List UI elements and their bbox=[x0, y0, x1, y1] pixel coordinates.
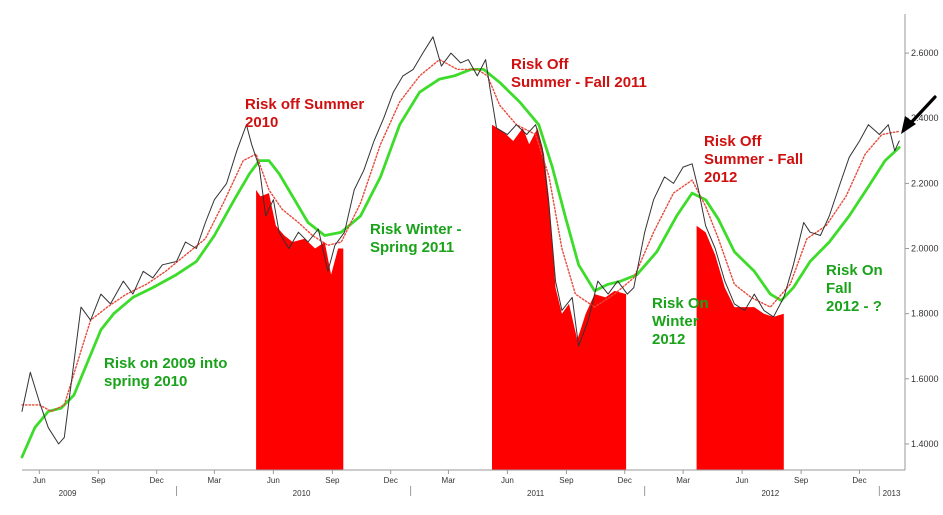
year-label: 2011 bbox=[527, 489, 545, 498]
x-tick-label: Mar bbox=[442, 476, 456, 485]
x-tick-label: Dec bbox=[384, 476, 398, 485]
annotation-line: Fall bbox=[826, 280, 852, 297]
year-label: 2009 bbox=[59, 489, 77, 498]
arrow-head bbox=[901, 116, 916, 134]
x-tick-label: Sep bbox=[91, 476, 106, 485]
y-tick-label: 1.4000 bbox=[911, 439, 939, 449]
annotation-risk-on-4: Risk on 2009 into spring 2010 bbox=[104, 355, 227, 390]
annotation-risk-on-6: Risk On Winter 2012 bbox=[652, 295, 709, 348]
annotation-risk-off-3: Risk Off Summer - Fall 2012 bbox=[704, 133, 803, 186]
series-lines bbox=[20, 36, 901, 459]
annotation-line: Risk off Summer bbox=[245, 96, 364, 113]
annotation-line: Risk Winter - bbox=[370, 221, 462, 238]
annotation-line: Spring 2011 bbox=[370, 239, 454, 256]
x-tick-label: Jun bbox=[501, 476, 514, 485]
series-line-price bbox=[21, 36, 900, 445]
x-tick-label: Jun bbox=[267, 476, 280, 485]
risk-off-regions bbox=[256, 124, 784, 470]
arrow-marker bbox=[901, 95, 937, 134]
annotation-line: Risk Off bbox=[511, 56, 570, 73]
x-tick-label: Jun bbox=[33, 476, 46, 485]
year-label: 2010 bbox=[293, 489, 311, 498]
y-tick-label: 1.8000 bbox=[911, 309, 939, 319]
annotation-line: Summer - Fall 2011 bbox=[511, 74, 647, 91]
x-tick-label: Dec bbox=[852, 476, 866, 485]
annotation-risk-off-1: Risk off Summer 2010 bbox=[245, 96, 364, 131]
annotation-risk-on-5: Risk Winter -Spring 2011 bbox=[370, 221, 462, 256]
x-tick-label: Sep bbox=[325, 476, 340, 485]
annotation-risk-on-7: Risk On Fall 2012 - ? bbox=[826, 262, 883, 315]
y-tick-label: 2.2000 bbox=[911, 178, 939, 188]
annotation-risk-off-2: Risk Off Summer - Fall 2011 bbox=[511, 56, 647, 91]
x-tick-label: Sep bbox=[559, 476, 574, 485]
y-tick-label: 1.6000 bbox=[911, 374, 939, 384]
annotation-line: Winter bbox=[652, 313, 699, 330]
annotation-line: 2012 bbox=[652, 331, 685, 348]
risk-off-region-1 bbox=[256, 189, 344, 470]
annotation-line: Summer - Fall bbox=[704, 151, 803, 168]
risk-off-region-3 bbox=[696, 225, 784, 470]
year-label: 2013 bbox=[883, 489, 901, 498]
annotation-line: 2012 bbox=[704, 169, 737, 186]
arrow-shaft bbox=[906, 95, 937, 128]
x-tick-label: Jun bbox=[736, 476, 749, 485]
y-tick-label: 2.0000 bbox=[911, 244, 939, 254]
annotation-line: spring 2010 bbox=[104, 373, 187, 390]
annotation-line: Risk Off bbox=[704, 133, 763, 150]
annotation-line: 2012 - ? bbox=[826, 298, 882, 315]
year-label: 2012 bbox=[761, 489, 779, 498]
y-tick-label: 2.4000 bbox=[911, 113, 939, 123]
axes: 1.4000 1.6000 1.8000 2.0000 2.2000 2.4000 2.60… bbox=[22, 14, 939, 498]
annotation-line: Risk on 2009 into bbox=[104, 355, 227, 372]
x-tick-label: Mar bbox=[676, 476, 690, 485]
x-tick-label: Sep bbox=[794, 476, 809, 485]
annotation-line: 2010 bbox=[245, 114, 278, 131]
x-tick-label: Dec bbox=[618, 476, 632, 485]
x-tick-label: Mar bbox=[207, 476, 221, 485]
annotation-line: Risk On bbox=[826, 262, 883, 279]
series-line-fast-ma bbox=[21, 58, 900, 413]
y-tick-label: 2.6000 bbox=[911, 48, 939, 58]
x-tick-label: Dec bbox=[150, 476, 164, 485]
annotation-line: Risk On bbox=[652, 295, 709, 312]
series-line-slow-ma bbox=[20, 68, 901, 459]
risk-off-region-2 bbox=[492, 124, 627, 470]
